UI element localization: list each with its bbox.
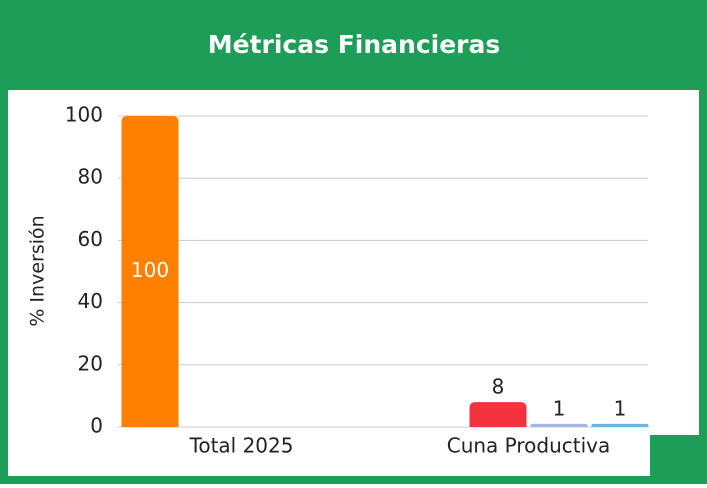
bar (121, 116, 179, 427)
y-axis-label: % Inversión (27, 215, 49, 326)
y-tick-label: 20 (78, 351, 103, 375)
bar (591, 423, 649, 427)
corner-block (650, 435, 699, 476)
x-tick-label: Total 2025 (189, 434, 294, 458)
x-tick-label: Cuna Productiva (447, 434, 611, 458)
y-tick-label: 80 (78, 165, 103, 189)
value-label: 8 (492, 375, 505, 399)
bar (530, 423, 588, 427)
y-tick-label: 0 (90, 414, 103, 438)
value-label: 1 (614, 396, 627, 420)
value-label: 1 (553, 396, 566, 420)
panel (8, 90, 699, 476)
bar (469, 402, 527, 427)
value-label: 100 (131, 258, 169, 282)
y-tick-label: 100 (65, 103, 103, 127)
y-tick-label: 60 (78, 227, 103, 251)
y-tick-label: 40 (78, 289, 103, 313)
chart-title: Métricas Financieras (208, 30, 501, 59)
